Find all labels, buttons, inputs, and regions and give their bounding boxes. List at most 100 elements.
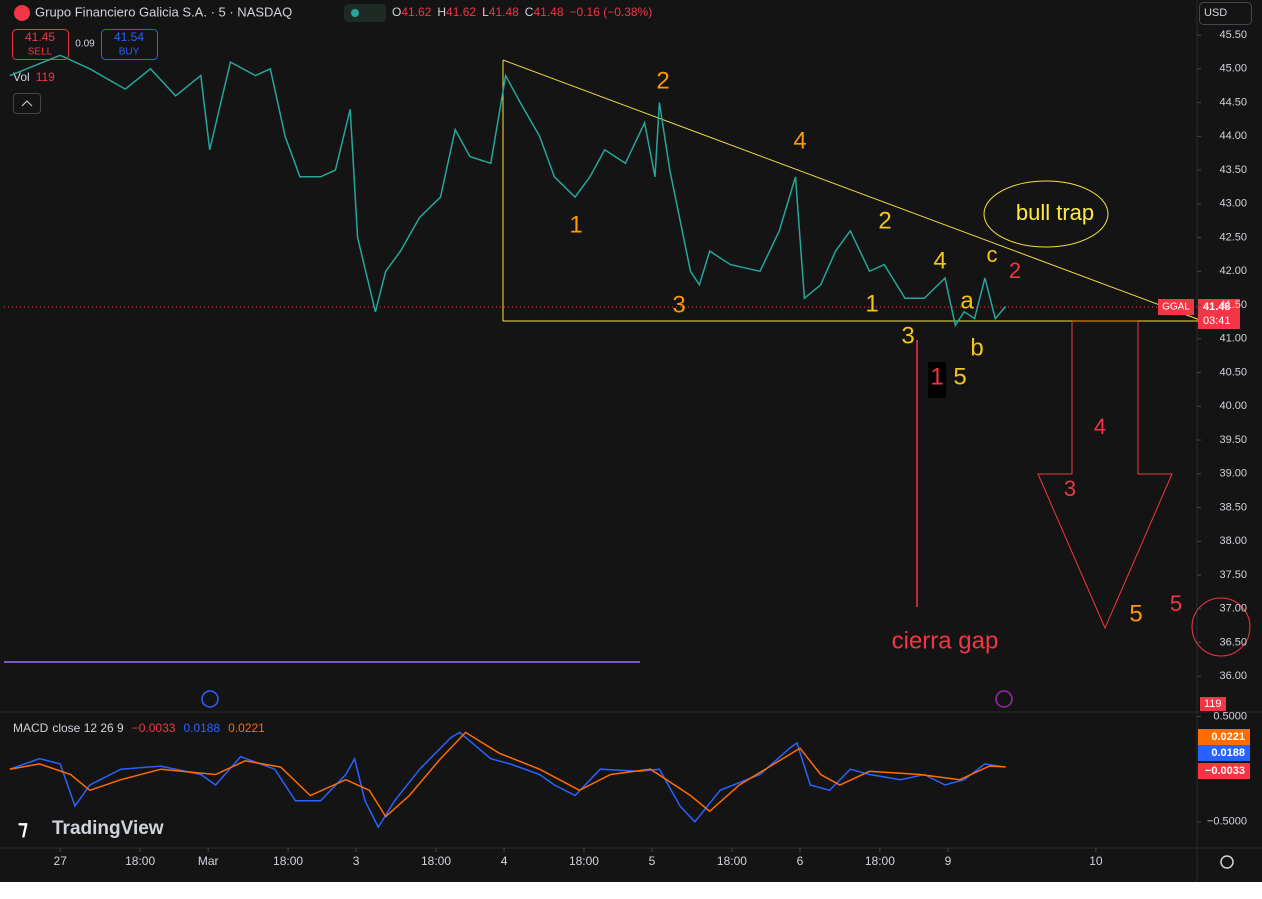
macd-legend-value: 0.0188 — [183, 721, 220, 735]
x-tick-label: 10 — [1089, 854, 1103, 868]
macd-value-tag-text: −0.0033 — [1205, 765, 1245, 777]
y-tick-label: 44.00 — [1219, 130, 1247, 142]
volume-tag — [1200, 697, 1226, 711]
y-tick-label: 40.50 — [1219, 366, 1247, 378]
label: Vol — [13, 70, 30, 84]
symbol-title[interactable]: Grupo Financiero Galicia S.A. · 5 · NASD… — [35, 4, 292, 19]
annotation: 3 — [901, 322, 914, 349]
triangle-edge — [502, 60, 1200, 322]
y-tick-label: 0.5000 — [1213, 710, 1247, 722]
annotation: 1 — [865, 290, 878, 317]
y-tick-label: 42.00 — [1219, 265, 1247, 277]
y-tick-label: 42.50 — [1219, 231, 1247, 243]
label: H — [437, 5, 446, 19]
annotation: 2 — [878, 207, 891, 234]
macd-value-tag-text: 0.0221 — [1211, 731, 1245, 743]
label-box — [928, 362, 946, 398]
y-tick-label: −0.5000 — [1207, 816, 1247, 828]
symbol-tag — [1158, 299, 1194, 315]
macd-value-tag — [1198, 729, 1250, 745]
annotation: bull trap — [1016, 200, 1094, 225]
annotation: 4 — [793, 127, 806, 154]
x-tick-label: 27 — [54, 854, 68, 868]
last-price: 41.48 — [1203, 301, 1231, 313]
y-tick-label: 43.50 — [1219, 164, 1247, 176]
x-tick-label: 18:00 — [273, 854, 303, 868]
buy-button[interactable] — [101, 29, 158, 60]
annotation: 4 — [933, 247, 946, 274]
y-tick-label: 37.00 — [1219, 603, 1247, 615]
volume: Vol 119 — [13, 70, 55, 84]
currency: USD — [1204, 7, 1227, 19]
buy-price: 41.54 — [114, 30, 144, 44]
y-tick-label: 38.00 — [1219, 535, 1247, 547]
logo-mark: ⁊ — [18, 817, 28, 839]
label: L — [482, 5, 489, 19]
x-tick-label: 9 — [945, 854, 952, 868]
annotation: 3 — [672, 291, 685, 318]
x-tick-label: 18:00 — [125, 854, 155, 868]
event-marker[interactable] — [995, 690, 1013, 708]
annotation: 2 — [656, 67, 669, 94]
macd-legend: MACD close 12 26 9 −0.0033 0.0188 0.0221 — [13, 721, 265, 735]
ohlc: O41.62 H41.62 L41.48 C41.48 −0.16 (−0.38%) — [392, 5, 652, 19]
currency-button[interactable] — [1199, 2, 1252, 25]
y-tick-label: 43.00 — [1219, 198, 1247, 210]
x-tick-label: 18:00 — [717, 854, 747, 868]
y-tick-label: 41.50 — [1219, 299, 1247, 311]
down-arrow — [1037, 321, 1173, 630]
value: 41.62 — [401, 5, 431, 19]
annotation: a — [960, 287, 974, 314]
value: 41.48 — [489, 5, 519, 19]
annotation: 5 — [1170, 591, 1182, 616]
annotation: 5 — [953, 363, 966, 390]
y-tick-label: 37.50 — [1219, 569, 1247, 581]
y-tick-label: 41.00 — [1219, 333, 1247, 345]
annotation: c — [987, 242, 998, 267]
last-price-tag — [1198, 299, 1240, 329]
value: 119 — [36, 70, 55, 84]
annotation: 5 — [1129, 600, 1142, 627]
annotation: b — [970, 334, 983, 361]
sell-label: SELL — [28, 47, 53, 58]
chart-layer: 36.00 36.50 37.00 37.50 38.00 38.50 39.00 39.50… — [9, 29, 1250, 868]
drawings — [502, 59, 1251, 657]
x-tick-label: 6 — [797, 854, 804, 868]
chevron — [21, 100, 33, 107]
macd-value-tag — [1198, 763, 1250, 779]
macd-value-tag-text: 0.0188 — [1211, 747, 1245, 759]
trend-line — [502, 59, 1201, 321]
x-tick-label: 18:00 — [569, 854, 599, 868]
symbol-tag-text: GGAL — [1162, 302, 1190, 313]
annotation: 3 — [1064, 476, 1076, 501]
status-badge — [344, 4, 386, 22]
circle — [1191, 597, 1251, 657]
series-line — [9, 54, 1007, 328]
annotation: 2 — [1009, 258, 1021, 283]
annotation: 4 — [1094, 414, 1106, 439]
label: O — [392, 5, 401, 19]
series-line — [9, 731, 1006, 818]
buy-label: BUY — [119, 47, 140, 58]
symbol-icon — [14, 5, 30, 21]
label: C — [525, 5, 534, 19]
value: 41.48 — [533, 5, 563, 19]
series-line — [9, 731, 1006, 829]
annotation: 1 — [569, 211, 582, 238]
change: −0.16 (−0.38%) — [570, 5, 653, 19]
spread: 0.09 — [75, 39, 95, 50]
x-tick-label: 3 — [353, 854, 360, 868]
collapse-button[interactable] — [13, 93, 41, 114]
y-tick-label: 36.50 — [1219, 636, 1247, 648]
macd-title: MACD — [13, 721, 49, 735]
y-tick-label: 36.00 — [1219, 670, 1247, 682]
countdown: 03:41 — [1203, 315, 1231, 327]
dividend-marker[interactable] — [201, 690, 219, 708]
x-tick-label: 18:00 — [421, 854, 451, 868]
sell-button[interactable] — [12, 29, 69, 60]
ellipse — [983, 180, 1109, 248]
sell-price: 41.45 — [25, 30, 55, 44]
settings-icon[interactable] — [1220, 855, 1234, 869]
